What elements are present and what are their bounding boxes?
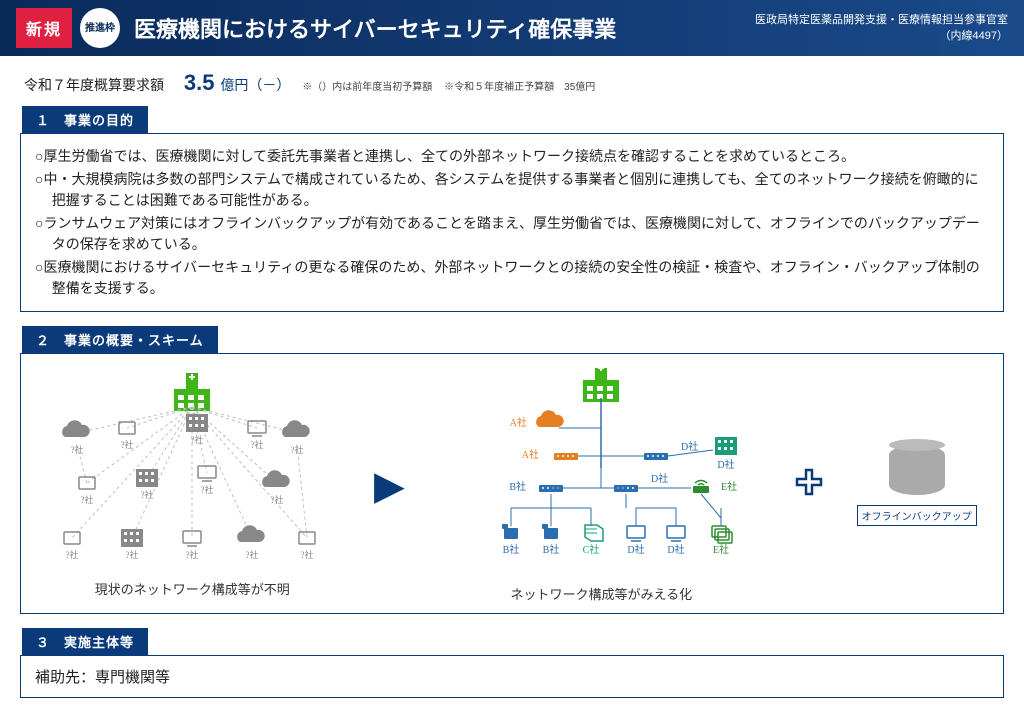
budget-note1: ※（）内は前年度当初予算額 (302, 82, 432, 93)
svg-text:D社: D社 (681, 440, 698, 453)
svg-text:B社: B社 (510, 480, 527, 493)
svg-text:?社: ?社 (186, 549, 199, 560)
scheme-diagram: ?社 ?社 ?社 ?社 ?社 ?社 ?社 ?社 ?社 ?社 ?社 ?社 ?社 ?社 現状のネットワーク構成… (20, 353, 1004, 614)
svg-text:A社: A社 (522, 448, 539, 461)
svg-text:?社: ?社 (121, 439, 134, 450)
svg-text:D社: D社 (651, 472, 668, 485)
svg-text:?社: ?社 (251, 439, 264, 450)
svg-text:D社: D社 (718, 458, 735, 471)
budget-prefix: 令和７年度概算要求額 (24, 77, 178, 93)
cylinder-icon (889, 445, 945, 495)
dept-line1: 医政局特定医薬品開発支援・医療情報担当参事官室 (755, 12, 1008, 29)
svg-text:?社: ?社 (141, 489, 154, 500)
svg-text:A社: A社 (510, 416, 527, 429)
badge-new: 新規 (16, 8, 72, 48)
current-network-svg: ?社 ?社 ?社 ?社 ?社 ?社 ?社 ?社 ?社 ?社 ?社 ?社 ?社 ?社 (47, 373, 337, 573)
offline-label: オフラインバックアップ (857, 505, 977, 526)
budget-note2: ※令和５年度補正予算額 35億円 (444, 82, 595, 93)
svg-text:D社: D社 (628, 543, 645, 556)
svg-text:?社: ?社 (71, 444, 84, 455)
svg-text:?社: ?社 (191, 434, 204, 445)
header-bar: 新規 推進枠 医療機関におけるサイバーセキュリティ確保事業 医政局特定医薬品開発… (0, 0, 1024, 56)
svg-text:?社: ?社 (301, 549, 314, 560)
purpose-list: ○厚生労働省では、医療機関に対して委託先事業者と連携し、全ての外部ネットワーク接… (35, 146, 989, 299)
budget-line: 令和７年度概算要求額 3.5 億円（－） ※（）内は前年度当初予算額 ※令和５年… (0, 56, 1024, 106)
badge-promotion: 推進枠 (80, 8, 120, 48)
arrow-icon: ▶ (374, 463, 405, 509)
panel-visible: A社 A社 D社 D社 B社 D社 E社 B社 B社 C社 D社 D社 E社 ネットワーク構成等がみえる… (441, 368, 761, 603)
plus-icon (794, 467, 824, 505)
page-title: 医療機関におけるサイバーセキュリティ確保事業 (134, 12, 755, 44)
department-info: 医政局特定医薬品開発支援・医療情報担当参事官室 （内線4497） (755, 12, 1008, 45)
svg-text:D社: D社 (668, 543, 685, 556)
svg-text:B社: B社 (543, 543, 560, 556)
purpose-box: ○厚生労働省では、医療機関に対して委託先事業者と連携し、全ての外部ネットワーク接… (20, 133, 1004, 312)
caption-current: 現状のネットワーク構成等が不明 (95, 579, 290, 598)
budget-amount: 3.5 (184, 70, 215, 95)
section-2-bar: ２ 事業の概要・スキーム (22, 326, 218, 353)
svg-text:?社: ?社 (81, 494, 94, 505)
svg-text:?社: ?社 (291, 444, 304, 455)
visible-network-svg: A社 A社 D社 D社 B社 D社 E社 B社 B社 C社 D社 D社 E社 (441, 368, 761, 578)
section-3-bar: ３ 実施主体等 (22, 628, 148, 655)
svg-text:B社: B社 (503, 543, 520, 556)
svg-text:?社: ?社 (201, 484, 214, 495)
svg-text:?社: ?社 (126, 549, 139, 560)
implementation-box: 補助先：専門機関等 (20, 655, 1004, 698)
svg-text:E社: E社 (721, 480, 737, 493)
svg-text:?社: ?社 (271, 494, 284, 505)
purpose-item: ○厚生労働省では、医療機関に対して委託先事業者と連携し、全ての外部ネットワーク接… (52, 146, 989, 167)
purpose-item: ○中・大規模病院は多数の部門システムで構成されているため、各システムを提供する事… (52, 169, 989, 211)
svg-text:?社: ?社 (66, 549, 79, 560)
budget-unit: 億円（－） (220, 77, 290, 93)
caption-visible: ネットワーク構成等がみえる化 (511, 584, 693, 603)
offline-backup: オフラインバックアップ (857, 445, 977, 526)
svg-text:C社: C社 (583, 543, 600, 556)
dept-line2: （内線4497） (755, 28, 1008, 45)
panel-current: ?社 ?社 ?社 ?社 ?社 ?社 ?社 ?社 ?社 ?社 ?社 ?社 ?社 ?社 現状のネットワーク構成… (47, 373, 337, 598)
svg-text:E社: E社 (713, 543, 729, 556)
svg-text:?社: ?社 (246, 549, 259, 560)
section-1-bar: １ 事業の目的 (22, 106, 148, 133)
purpose-item: ○医療機関におけるサイバーセキュリティの更なる確保のため、外部ネットワークとの接… (52, 257, 989, 299)
purpose-item: ○ランサムウェア対策にはオフラインバックアップが有効であることを踏まえ、厚生労働… (52, 213, 989, 255)
